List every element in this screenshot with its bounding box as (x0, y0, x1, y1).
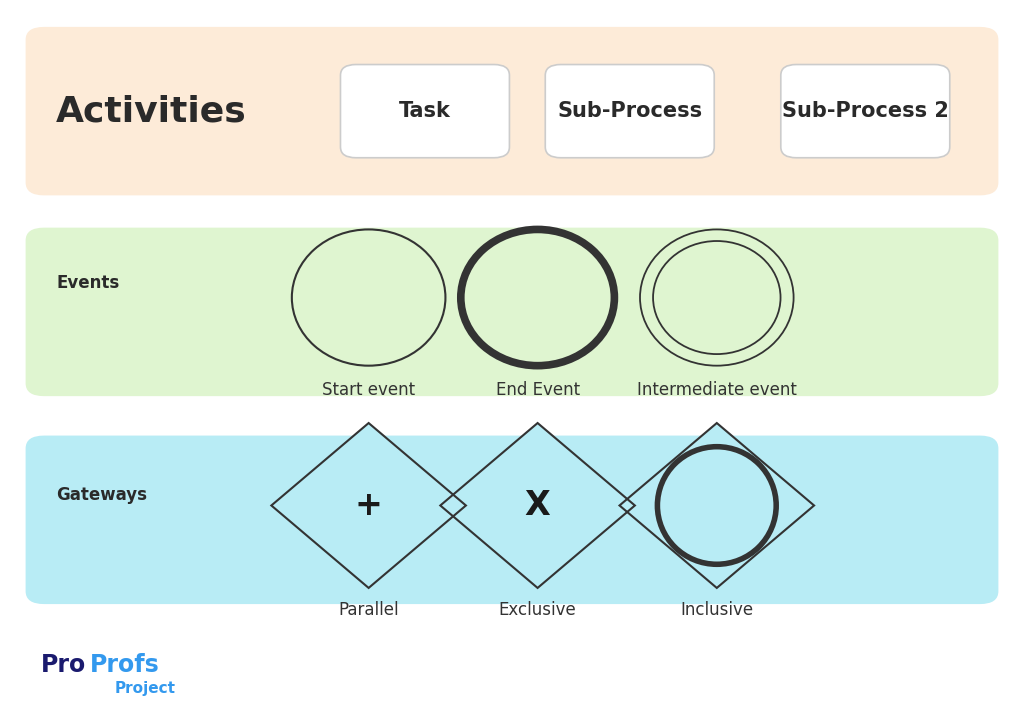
Text: Inclusive: Inclusive (680, 601, 754, 619)
FancyBboxPatch shape (545, 65, 715, 158)
Polygon shape (440, 423, 635, 588)
Text: Project: Project (115, 681, 176, 695)
Ellipse shape (640, 229, 794, 366)
Text: +: + (354, 489, 383, 522)
Ellipse shape (292, 229, 445, 366)
FancyBboxPatch shape (780, 65, 950, 158)
Ellipse shape (657, 447, 776, 564)
Text: End Event: End Event (496, 381, 580, 399)
Text: Events: Events (56, 274, 120, 293)
Polygon shape (271, 423, 466, 588)
Text: Profs: Profs (90, 653, 160, 678)
Text: Sub-Process: Sub-Process (557, 101, 702, 121)
Text: Parallel: Parallel (338, 601, 399, 619)
Text: Activities: Activities (56, 94, 247, 128)
Text: Task: Task (399, 101, 451, 121)
Text: Start event: Start event (323, 381, 415, 399)
Text: Gateways: Gateways (56, 485, 147, 504)
Text: Sub-Process 2: Sub-Process 2 (782, 101, 948, 121)
Text: Exclusive: Exclusive (499, 601, 577, 619)
FancyBboxPatch shape (340, 65, 509, 158)
FancyBboxPatch shape (26, 228, 998, 396)
Text: X: X (524, 489, 551, 522)
FancyBboxPatch shape (26, 435, 998, 604)
FancyBboxPatch shape (26, 27, 998, 195)
Text: Pro: Pro (41, 653, 86, 678)
Ellipse shape (461, 229, 614, 366)
Polygon shape (620, 423, 814, 588)
Text: Intermediate event: Intermediate event (637, 381, 797, 399)
